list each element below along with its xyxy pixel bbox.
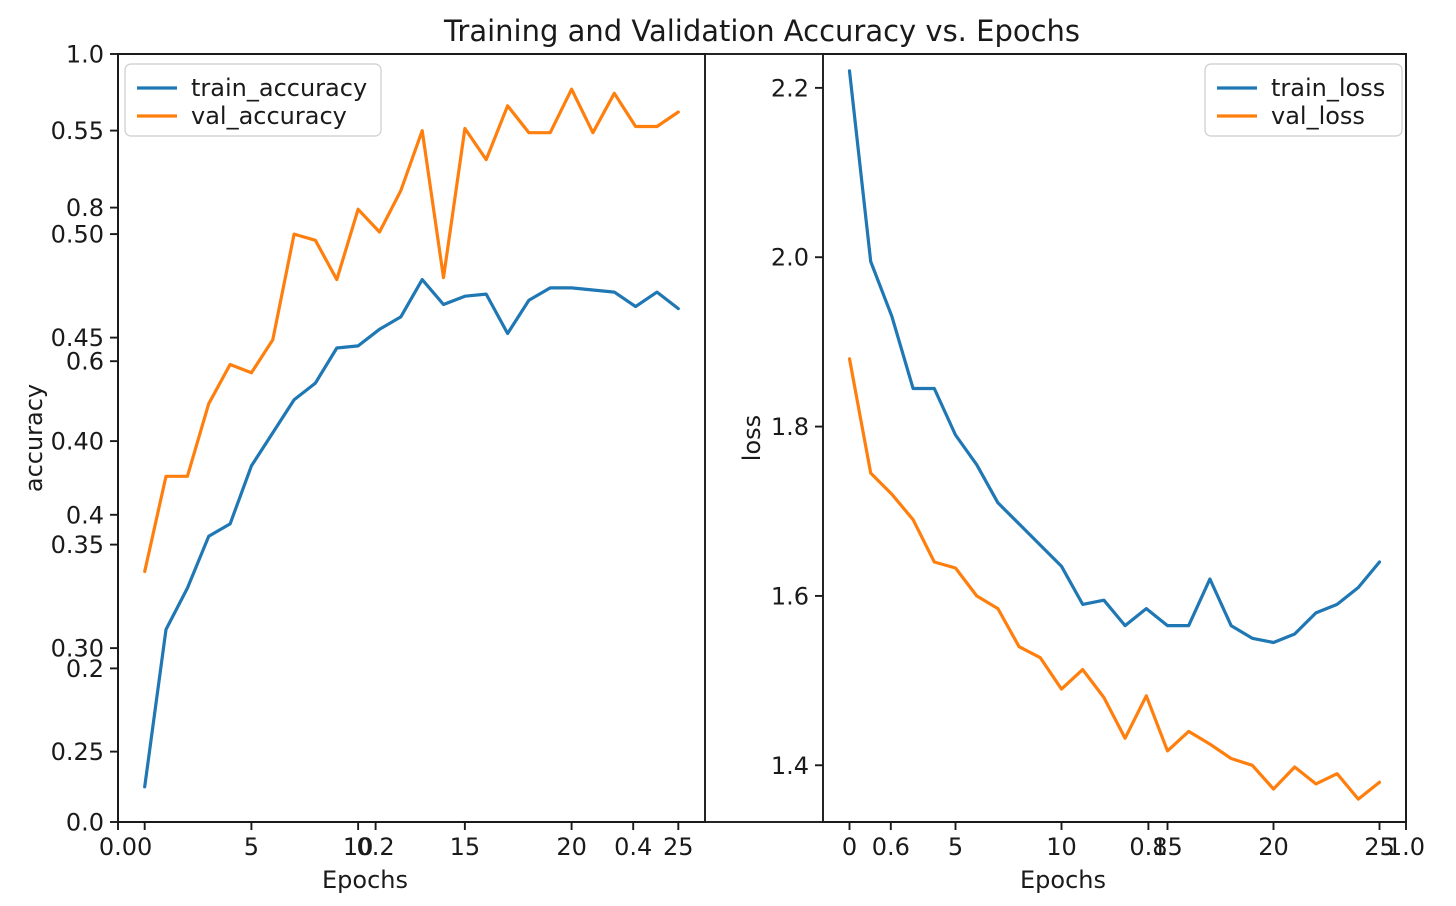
legend xyxy=(124,63,382,137)
y-tick-label: 2.2 xyxy=(771,74,809,102)
x-tick-label: 20 xyxy=(556,833,587,861)
subplot-frame xyxy=(822,53,1407,823)
x-tick-label: 25 xyxy=(663,833,694,861)
x-tick-label: 20 xyxy=(1258,833,1289,861)
x-tick-label: 10 xyxy=(1046,833,1077,861)
y-tick-label: 1.6 xyxy=(771,582,809,610)
y-tick-label: 0.30 xyxy=(51,635,104,663)
val-accuracy-line xyxy=(143,87,680,574)
overlay-y-tick-label: 0.8 xyxy=(66,194,104,222)
train-loss-line xyxy=(847,69,1382,645)
legend-entry-train-accuracy: train_accuracy xyxy=(191,74,367,102)
x-tick-label: 5 xyxy=(244,833,259,861)
overlay-y-tick-label: 0.2 xyxy=(66,655,104,683)
subplot-frame xyxy=(117,53,706,823)
overlay-y-tick-label: 0.6 xyxy=(66,348,104,376)
y-tick-label: 1.4 xyxy=(771,752,809,780)
legend-box xyxy=(124,63,382,137)
legend xyxy=(1204,63,1403,137)
overlay-x-tick-label: 0.2 xyxy=(357,833,395,861)
loss-xaxis-label: Epochs xyxy=(1020,866,1106,894)
x-tick-label: 15 xyxy=(1152,833,1183,861)
val-loss-line xyxy=(847,357,1382,801)
overlay-x-tick-label: 0.0 xyxy=(99,833,137,861)
y-tick-label: 0.45 xyxy=(51,324,104,352)
overlay-axes: 0.0 0.2 0.4 0.6 0.8 1.0 0.0 0.2 0.4 0.6 0.8 1.0 xyxy=(66,41,1425,862)
accuracy-yaxis-label: accuracy xyxy=(20,384,48,492)
loss-subplot: 0 5 10 15 20 25 1.4 1.6 1.8 2.0 2.2 xyxy=(771,53,1407,861)
legend-box xyxy=(1204,63,1403,137)
overlay-y-tick-label: 0.4 xyxy=(66,501,104,529)
y-tick-label: 0.35 xyxy=(51,531,104,559)
y-tick-label: 0.50 xyxy=(51,221,104,249)
x-tick-label: 5 xyxy=(948,833,963,861)
y-tick-label: 0.40 xyxy=(51,428,104,456)
x-tick-label: 10 xyxy=(343,833,374,861)
overlay-y-tick-label: 1.0 xyxy=(66,41,104,69)
accuracy-xaxis-label: Epochs xyxy=(322,866,408,894)
chart-render-root: 0.0 0.2 0.4 0.6 0.8 1.0 0.0 0.2 0.4 0.6 0.8 1.0 0 5 10… xyxy=(51,41,1426,862)
legend-entry-val-loss: val_loss xyxy=(1271,102,1365,130)
loss-yaxis-label: loss xyxy=(738,415,766,461)
legend-entry-val-accuracy: val_accuracy xyxy=(191,102,347,130)
y-tick-label: 0.25 xyxy=(51,738,104,766)
overlay-x-tick-label: 0.6 xyxy=(872,833,910,861)
x-tick-label: 15 xyxy=(450,833,481,861)
overlay-x-tick-label: 0.4 xyxy=(614,833,652,861)
y-tick-label: 0.55 xyxy=(51,117,104,145)
x-tick-label: 0 xyxy=(137,833,152,861)
y-tick-label: 2.0 xyxy=(771,244,809,272)
legend-entry-train-loss: train_loss xyxy=(1271,74,1385,102)
x-tick-label: 0 xyxy=(842,833,857,861)
overlay-x-tick-label: 1.0 xyxy=(1387,833,1425,861)
y-tick-label: 1.8 xyxy=(771,413,809,441)
train-accuracy-line xyxy=(143,278,680,789)
overlay-y-tick-label: 0.0 xyxy=(66,809,104,837)
accuracy-subplot: 0 5 10 15 20 25 0.25 0.30 0.35 0.40 0.45 0.50 0.55 xyxy=(51,53,706,861)
overlay-x-tick-label: 0.8 xyxy=(1129,833,1167,861)
figure-title: Training and Validation Accuracy vs. Epo… xyxy=(443,14,1080,48)
x-tick-label: 25 xyxy=(1364,833,1395,861)
